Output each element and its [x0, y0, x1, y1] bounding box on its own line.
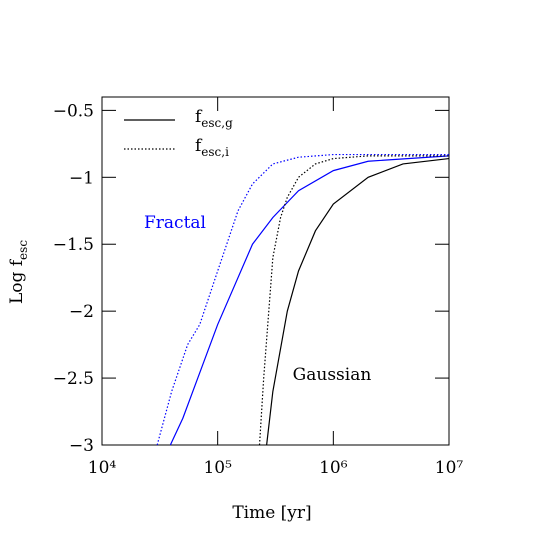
- legend-label-main: f: [195, 136, 203, 156]
- annotation: Gaussian: [293, 365, 372, 385]
- legend-label: fesc,i: [195, 136, 229, 159]
- y-tick-label: −0.5: [53, 101, 94, 121]
- x-tick-label: 10⁴: [88, 458, 117, 478]
- series-line: [156, 153, 449, 446]
- y-axis-label-main: Log f: [7, 258, 27, 304]
- y-tick-label: −2: [69, 302, 94, 322]
- annotation: Fractal: [144, 213, 206, 233]
- legend-label-sub: esc,i: [201, 145, 229, 159]
- y-tick-label: −3: [69, 436, 94, 456]
- y-tick-label: −2.5: [53, 369, 94, 389]
- plot-frame: [101, 96, 450, 446]
- x-axis-label: Time [yr]: [232, 503, 311, 523]
- y-tick-label: −1: [69, 168, 94, 188]
- series-line: [266, 157, 450, 446]
- x-tick-label: 10⁷: [435, 458, 464, 478]
- x-tick-label: 10⁵: [203, 458, 232, 478]
- series-line: [169, 155, 450, 446]
- legend-label: fesc,g: [195, 107, 233, 130]
- y-tick-label: −1.5: [53, 235, 94, 255]
- y-axis-label: Log fesc: [7, 240, 30, 304]
- y-axis-label-sub: esc: [16, 240, 30, 260]
- series-line: [258, 155, 449, 446]
- legend-label-main: f: [195, 107, 203, 127]
- legend-label-sub: esc,g: [201, 116, 233, 130]
- x-tick-label: 10⁶: [319, 458, 348, 478]
